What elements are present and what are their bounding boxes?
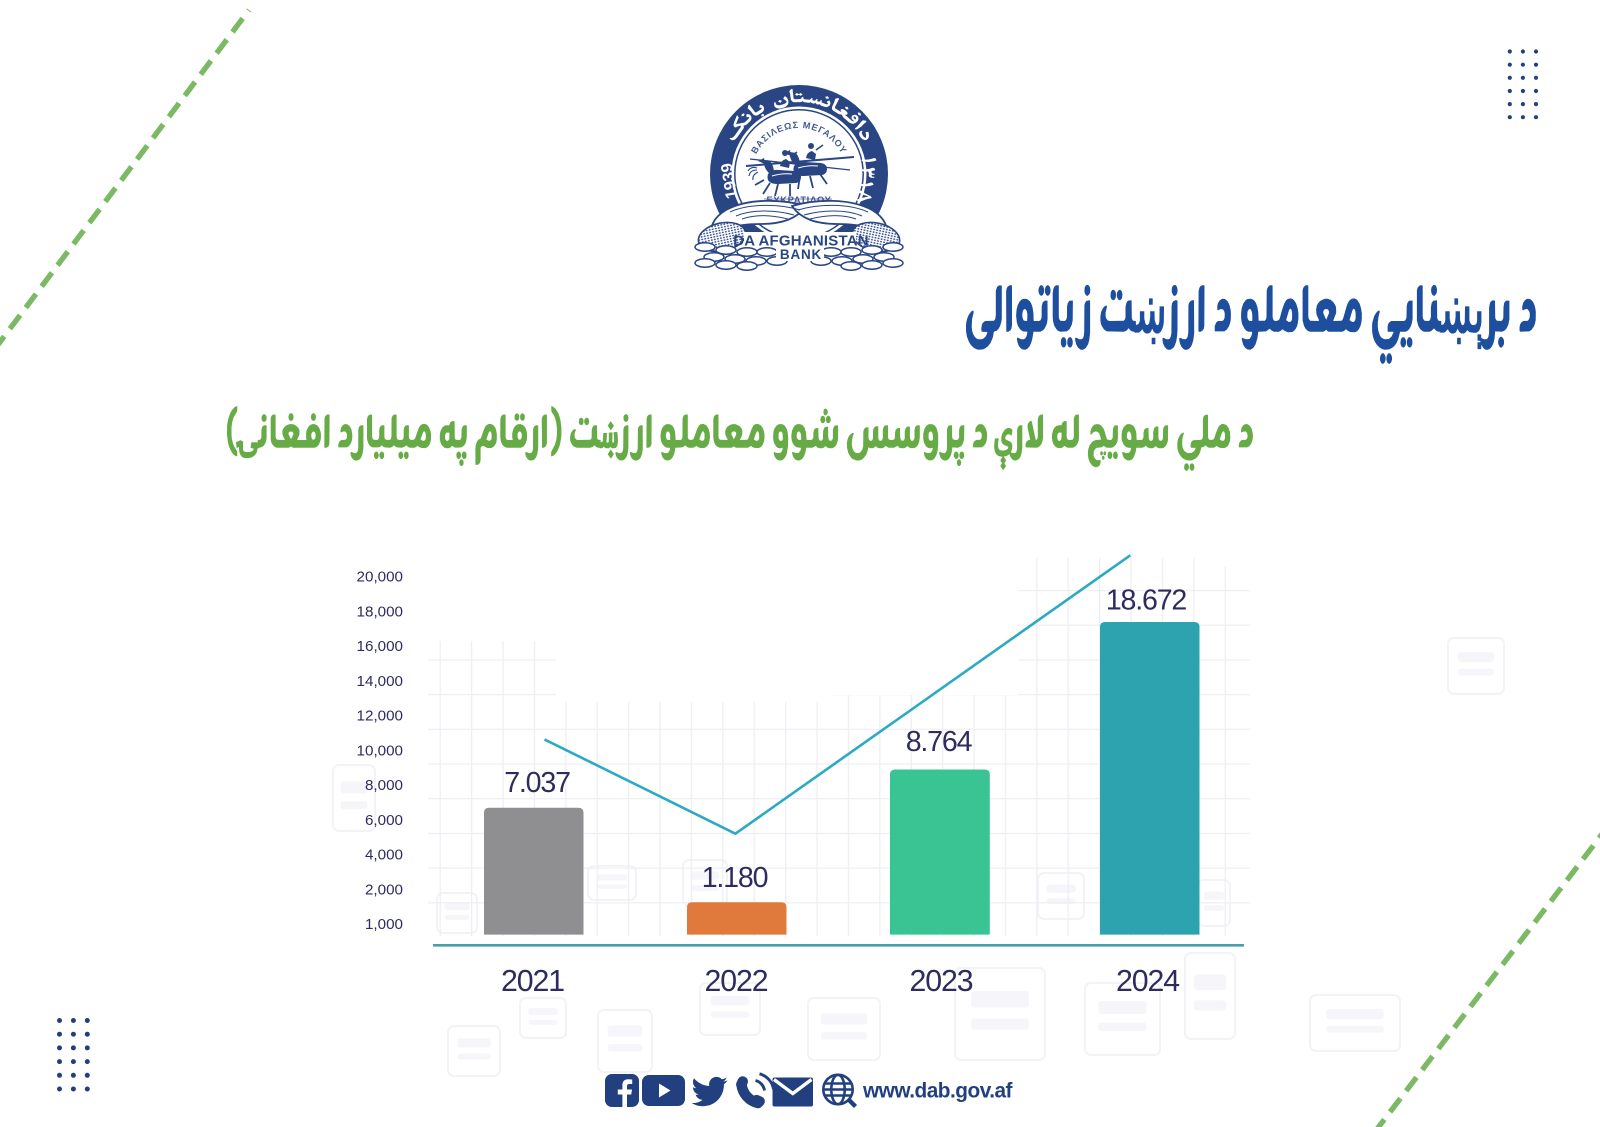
svg-text:18.672: 18.672 <box>1106 584 1187 616</box>
svg-text:www.dab.gov.af: www.dab.gov.af <box>862 1080 1013 1103</box>
svg-text:12,000: 12,000 <box>357 708 403 725</box>
svg-text:10,000: 10,000 <box>357 742 403 759</box>
svg-text:BANK: BANK <box>780 247 822 262</box>
svg-text:14,000: 14,000 <box>357 673 403 690</box>
svg-text:4,000: 4,000 <box>365 847 403 864</box>
svg-text:2,000: 2,000 <box>365 881 403 898</box>
svg-text:2024: 2024 <box>1116 965 1179 998</box>
svg-text:16,000: 16,000 <box>357 638 403 655</box>
svg-text:DA AFGHANISTAN: DA AFGHANISTAN <box>733 233 869 250</box>
svg-text:1.180: 1.180 <box>702 862 768 894</box>
svg-text:1,000: 1,000 <box>365 916 403 933</box>
svg-text:6,000: 6,000 <box>365 812 403 829</box>
svg-text:2022: 2022 <box>705 965 768 998</box>
svg-text:2023: 2023 <box>910 965 973 998</box>
svg-text:7.037: 7.037 <box>504 767 570 799</box>
svg-text:8.764: 8.764 <box>906 726 973 758</box>
svg-text:2021: 2021 <box>501 965 564 998</box>
svg-text:18,000: 18,000 <box>357 603 403 620</box>
svg-text:8,000: 8,000 <box>365 777 403 794</box>
svg-text:1939: 1939 <box>718 162 741 200</box>
svg-text:20,000: 20,000 <box>357 569 403 586</box>
